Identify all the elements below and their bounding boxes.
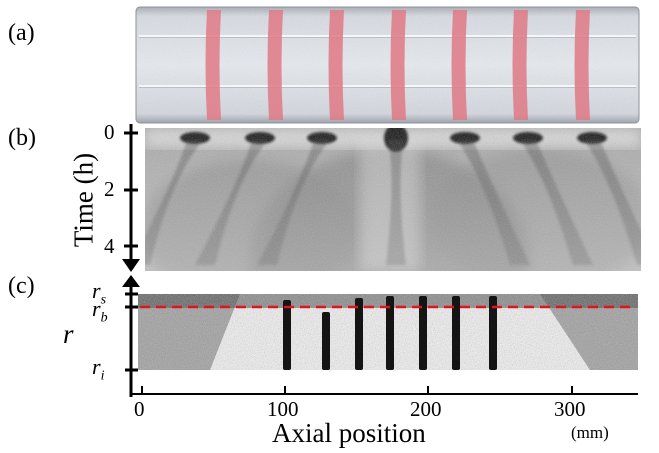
panel-c-image [138,294,638,370]
time-tick-4: 4 [104,234,115,258]
red-band-2 [267,10,283,120]
black-band-1 [283,300,291,370]
red-band-1 [205,10,221,120]
axial-axis [131,386,638,395]
axial-tick-300: 300 [554,397,586,421]
time-axis [122,124,140,272]
r-level-s: rs [92,278,107,308]
panel-label-b: (b) [8,125,36,151]
r-level-b: rb [92,296,108,326]
black-band-3 [355,298,363,370]
axial-tick-0: 0 [134,397,145,421]
axial-axis-unit: (mm) [571,423,609,442]
r-axis [122,275,140,397]
red-band-3 [328,10,344,120]
panel-b-image [145,128,641,271]
r-level-i: ri [92,354,105,384]
time-tick-2: 2 [104,177,115,201]
time-tick-0: 0 [104,120,115,144]
red-band-4 [390,10,406,120]
panel-label-a: (a) [8,20,35,46]
black-band-6 [452,296,460,370]
red-band-6 [512,10,528,120]
axial-tick-100: 100 [267,397,299,421]
red-band-5 [451,10,467,120]
black-band-4 [386,296,394,370]
black-band-7 [489,296,497,370]
red-band-7 [574,10,590,120]
r-axis-symbol: r [63,319,74,349]
axial-axis-title: Axial position [272,418,426,448]
time-axis-title: Time (h) [68,152,99,248]
panel-a-photo [135,6,640,124]
axial-tick-200: 200 [410,397,442,421]
panel-label-c: (c) [8,273,35,299]
black-band-2 [322,312,330,370]
black-band-5 [419,296,427,370]
